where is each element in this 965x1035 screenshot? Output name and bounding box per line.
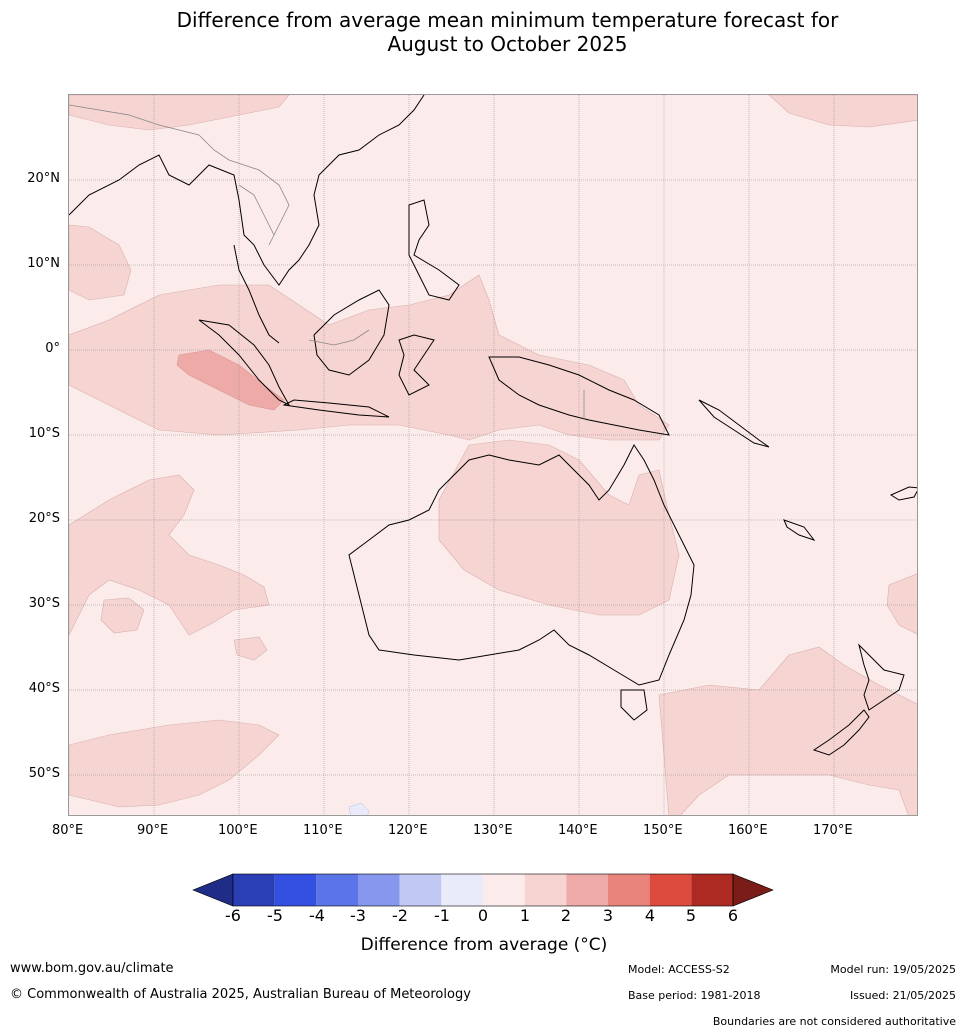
map-canvas [69, 95, 917, 815]
colorbar-tick: 1 [519, 906, 531, 925]
coast-malay-peninsula [233, 244, 280, 344]
colorbar-swatch [316, 874, 358, 906]
colorbar-swatch [608, 874, 650, 906]
anomaly-region-2-3-sumatra [176, 349, 285, 411]
colorbar-tick: -4 [309, 906, 325, 925]
coast-sumatra [198, 319, 291, 407]
colorbar-tick: 5 [685, 906, 697, 925]
colorbar-swatch [649, 874, 692, 906]
anomaly-region-small-south [100, 597, 145, 634]
colorbar-tick: -6 [225, 906, 241, 925]
lon-label-110e: 110°E [303, 823, 343, 838]
colorbar-extend-high [732, 873, 774, 907]
graticule [69, 95, 917, 815]
anomaly-region-far-south [69, 719, 280, 808]
colorbar-tick: -2 [392, 906, 408, 925]
lon-label-90e: 90°E [137, 823, 169, 838]
coast-new-zealand-south [812, 709, 870, 756]
anomaly-region-tasman [658, 646, 917, 815]
coast-solomons [698, 399, 770, 448]
colorbar-tick: 0 [477, 906, 489, 925]
coast-tasmania [620, 689, 648, 721]
colorbar-extend-low [192, 873, 234, 907]
anomaly-1-2-regions [69, 95, 917, 815]
colorbar-border [232, 873, 734, 907]
copyright-text: © Commonwealth of Australia 2025, Austra… [10, 987, 471, 1002]
colorbar-swatch [566, 874, 608, 906]
disclaimer-text: Boundaries are not considered authoritat… [712, 1015, 956, 1028]
country-borders [69, 104, 585, 420]
lat-label-20n: 20°N [27, 171, 60, 186]
lat-label-50s: 50°S [28, 766, 60, 781]
colorbar-label: Difference from average (°C) [360, 935, 608, 955]
lat-label-20s: 20°S [28, 511, 60, 526]
coastlines [69, 95, 917, 756]
colorbar-swatch [274, 874, 317, 906]
lat-label-10n: 10°N [27, 256, 60, 271]
colorbar-swatches [192, 873, 774, 907]
anomaly-region-southern-indian [69, 474, 270, 636]
forecast-map [68, 94, 918, 816]
coast-asia-mainland [69, 95, 425, 286]
chart-title: Difference from average mean minimum tem… [0, 8, 965, 56]
model-text: Model: ACCESS-S2 [628, 963, 730, 976]
colorbar-swatch [483, 874, 525, 906]
coast-sulawesi [398, 334, 435, 396]
lon-label-120e: 120°E [388, 823, 428, 838]
coast-borneo [313, 289, 390, 376]
coast-philippines [408, 199, 460, 301]
anomaly-region-negative [348, 802, 370, 815]
colorbar-swatch [441, 874, 483, 906]
colorbar-swatch [524, 874, 567, 906]
lon-label-80e: 80°E [52, 823, 84, 838]
colorbar-swatch [399, 874, 442, 906]
lon-label-140e: 140°E [558, 823, 598, 838]
anomaly-region-north-east [768, 95, 917, 128]
lat-label-40s: 40°S [28, 681, 60, 696]
base-period-text: Base period: 1981-2018 [628, 989, 761, 1002]
colorbar-tick: -3 [350, 906, 366, 925]
coast-new-caledonia [783, 519, 816, 541]
anomaly-region-equatorial-indian [69, 274, 670, 441]
lon-label-130e: 130°E [473, 823, 513, 838]
title-line-2: August to October 2025 [387, 32, 628, 56]
website-link[interactable]: www.bom.gov.au/climate [10, 961, 174, 976]
title-line-1: Difference from average mean minimum tem… [176, 8, 839, 32]
coast-java [282, 399, 390, 418]
colorbar-tick: 2 [560, 906, 572, 925]
anomaly-region-east-pacific [886, 573, 917, 635]
lat-label-0: 0° [45, 341, 60, 356]
colorbar-swatch [691, 874, 733, 906]
coast-new-zealand-north [858, 643, 905, 711]
colorbar-tick: -5 [267, 906, 283, 925]
anomaly-region-small-south-2 [233, 636, 268, 661]
lon-label-150e: 150°E [643, 823, 683, 838]
model-run-text: Model run: 19/05/2025 [830, 963, 956, 976]
colorbar-swatch [233, 874, 275, 906]
lon-label-170e: 170°E [813, 823, 853, 838]
colorbar-swatch [358, 874, 400, 906]
coast-fiji [889, 486, 917, 501]
coast-new-guinea [488, 356, 670, 436]
lon-label-100e: 100°E [218, 823, 258, 838]
colorbar-tick: 4 [644, 906, 656, 925]
colorbar-tick: 3 [602, 906, 614, 925]
lat-label-30s: 30°S [28, 596, 60, 611]
colorbar-tick: -1 [434, 906, 450, 925]
anomaly-region-north-west [69, 95, 290, 131]
lon-label-160e: 160°E [728, 823, 768, 838]
lat-label-10s: 10°S [28, 426, 60, 441]
colorbar-tick: 6 [727, 906, 739, 925]
coast-australia [348, 444, 695, 686]
issued-text: Issued: 21/05/2025 [849, 989, 956, 1002]
anomaly-region-bay-of-bengal [69, 224, 132, 301]
